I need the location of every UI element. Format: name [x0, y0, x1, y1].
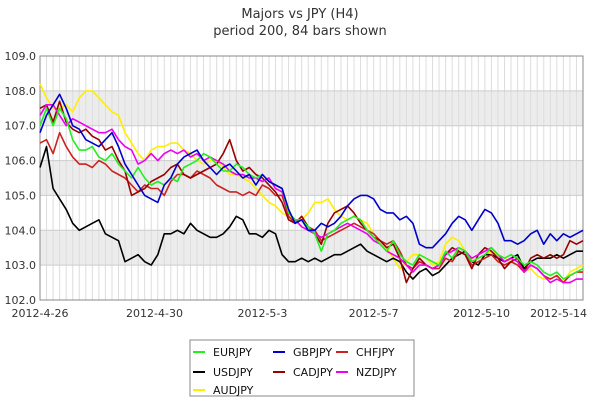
x-tick-label: 2012-5-7: [349, 307, 399, 320]
legend-label-eurjpy: EURJPY: [213, 346, 252, 359]
legend-label-chfjpy: CHFJPY: [356, 346, 395, 359]
y-tick-label: 102.0: [5, 294, 37, 307]
x-tick-label: 2012-5-3: [237, 307, 287, 320]
series-line-gbpjpy: [39, 93, 584, 249]
x-tick-label: 2012-4-26: [12, 307, 69, 320]
y-tick-label: 105.0: [5, 189, 37, 202]
y-tick-label: 106.0: [5, 155, 37, 168]
plot-area-border: [39, 55, 584, 301]
y-tick-label: 103.0: [5, 259, 37, 272]
legend-label-usdjpy: USDJPY: [213, 366, 253, 379]
legend-label-gbpjpy: GBPJPY: [293, 346, 332, 359]
legend-box: [189, 339, 415, 397]
y-tick-label: 108.0: [5, 85, 37, 98]
chart-title: Majors vs JPY (H4): [241, 7, 358, 22]
y-tick-label: 109.0: [5, 50, 37, 63]
x-tick-label: 2012-4-30: [126, 307, 183, 320]
x-tick-label: 2012-5-14: [530, 307, 587, 320]
legend-label-cadjpy: CADJPY: [293, 366, 333, 379]
grid-vertical: [39, 56, 584, 300]
x-axis: 2012-4-26 2012-4-30 2012-5-3 2012-5-7 2012-5…: [12, 307, 587, 320]
series-lines: [39, 83, 584, 284]
legend: EURJPY GBPJPY CHFJPY USDJPY CADJPY NZDJPY AUDJ…: [193, 346, 397, 397]
y-tick-label: 104.0: [5, 224, 37, 237]
grid-bands: [40, 90, 583, 266]
legend-label-audjpy: AUDJPY: [213, 384, 254, 397]
series-line-chfjpy: [39, 131, 583, 284]
y-axis: 102.0 103.0 104.0 105.0 106.0 107.0 108.0 109.0: [5, 50, 37, 307]
legend-label-nzdjpy: NZDJPY: [356, 366, 397, 379]
y-tick-label: 107.0: [5, 120, 37, 133]
x-tick-label: 2012-5-10: [453, 307, 510, 320]
chart-subtitle: period 200, 84 bars shown: [213, 24, 387, 39]
grid-band: [40, 90, 583, 126]
